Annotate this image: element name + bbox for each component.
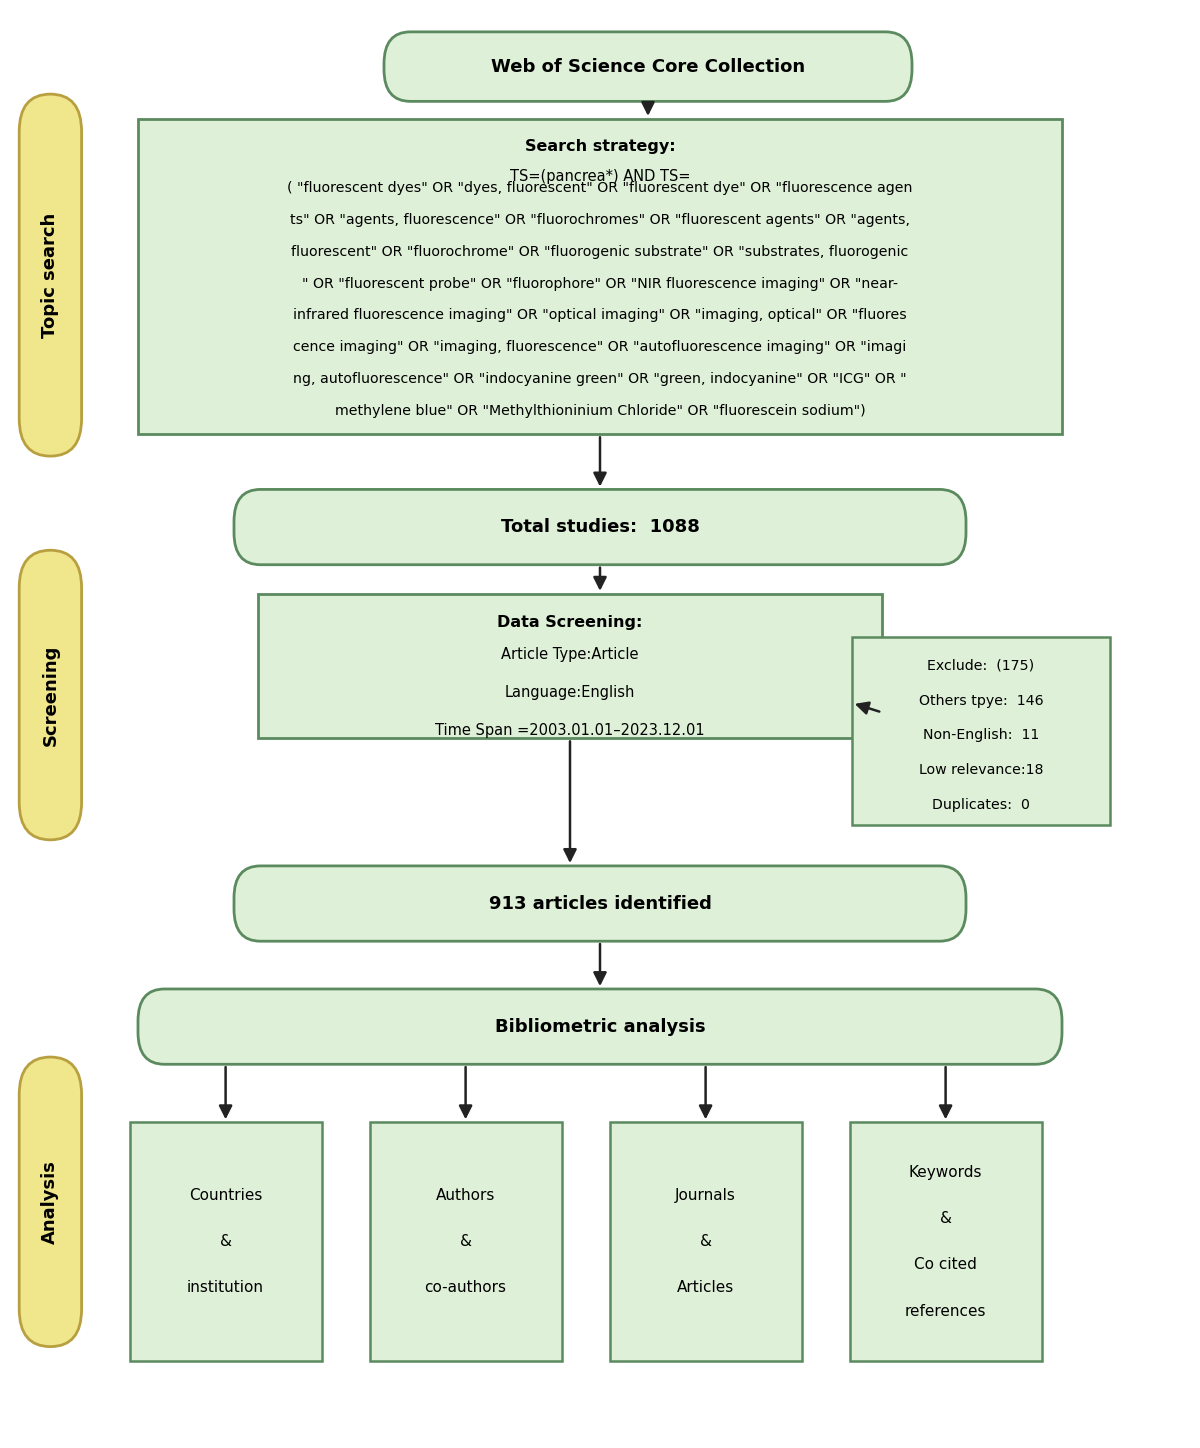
Text: Journals: Journals bbox=[676, 1187, 736, 1203]
Text: fluorescent" OR "fluorochrome" OR "fluorogenic substrate" OR "substrates, fluoro: fluorescent" OR "fluorochrome" OR "fluor… bbox=[292, 245, 908, 259]
Text: Language:English: Language:English bbox=[505, 685, 635, 699]
FancyBboxPatch shape bbox=[384, 32, 912, 101]
Text: 913 articles identified: 913 articles identified bbox=[488, 895, 712, 912]
Text: ts" OR "agents, fluorescence" OR "fluorochromes" OR "fluorescent agents" OR "age: ts" OR "agents, fluorescence" OR "fluoro… bbox=[290, 213, 910, 227]
FancyBboxPatch shape bbox=[610, 1122, 802, 1361]
Text: Articles: Articles bbox=[677, 1280, 734, 1296]
Text: Bibliometric analysis: Bibliometric analysis bbox=[494, 1018, 706, 1035]
Text: co-authors: co-authors bbox=[425, 1280, 506, 1296]
Text: Time Span =2003.01.01–2023.12.01: Time Span =2003.01.01–2023.12.01 bbox=[436, 723, 704, 737]
FancyBboxPatch shape bbox=[19, 1057, 82, 1347]
Text: &: & bbox=[220, 1234, 232, 1250]
FancyBboxPatch shape bbox=[138, 119, 1062, 434]
FancyBboxPatch shape bbox=[130, 1122, 322, 1361]
Text: Non-English:  11: Non-English: 11 bbox=[923, 728, 1039, 743]
Text: ( "fluorescent dyes" OR "dyes, fluorescent" OR "fluorescent dye" OR "fluorescenc: ( "fluorescent dyes" OR "dyes, fluoresce… bbox=[287, 181, 913, 195]
Text: Authors: Authors bbox=[436, 1187, 496, 1203]
FancyBboxPatch shape bbox=[852, 637, 1110, 825]
Text: Data Screening:: Data Screening: bbox=[497, 615, 643, 630]
Text: &: & bbox=[460, 1234, 472, 1250]
Text: cence imaging" OR "imaging, fluorescence" OR "autofluorescence imaging" OR "imag: cence imaging" OR "imaging, fluorescence… bbox=[293, 340, 907, 355]
Text: Duplicates:  0: Duplicates: 0 bbox=[932, 798, 1030, 812]
Text: institution: institution bbox=[187, 1280, 264, 1296]
Text: &: & bbox=[700, 1234, 712, 1250]
Text: &: & bbox=[940, 1211, 952, 1226]
Text: Article Type:Article: Article Type:Article bbox=[502, 647, 638, 662]
Text: Countries: Countries bbox=[188, 1187, 263, 1203]
Text: TS=(pancrea*) AND TS=: TS=(pancrea*) AND TS= bbox=[510, 169, 690, 184]
Text: Web of Science Core Collection: Web of Science Core Collection bbox=[491, 58, 805, 75]
Text: Analysis: Analysis bbox=[42, 1160, 60, 1244]
Text: Co cited: Co cited bbox=[914, 1257, 977, 1273]
FancyBboxPatch shape bbox=[138, 989, 1062, 1064]
Text: Search strategy:: Search strategy: bbox=[524, 139, 676, 153]
FancyBboxPatch shape bbox=[234, 866, 966, 941]
Text: Total studies:  1088: Total studies: 1088 bbox=[500, 518, 700, 536]
FancyBboxPatch shape bbox=[19, 94, 82, 456]
Text: references: references bbox=[905, 1303, 986, 1319]
Text: ng, autofluorescence" OR "indocyanine green" OR "green, indocyanine" OR "ICG" OR: ng, autofluorescence" OR "indocyanine gr… bbox=[293, 372, 907, 387]
Text: Others tpye:  146: Others tpye: 146 bbox=[919, 694, 1043, 708]
FancyBboxPatch shape bbox=[19, 550, 82, 840]
FancyBboxPatch shape bbox=[370, 1122, 562, 1361]
Text: " OR "fluorescent probe" OR "fluorophore" OR "NIR fluorescence imaging" OR "near: " OR "fluorescent probe" OR "fluorophore… bbox=[302, 277, 898, 291]
Text: methylene blue" OR "Methylthioninium Chloride" OR "fluorescein sodium"): methylene blue" OR "Methylthioninium Chl… bbox=[335, 404, 865, 418]
FancyBboxPatch shape bbox=[234, 489, 966, 565]
Text: infrared fluorescence imaging" OR "optical imaging" OR "imaging, optical" OR "fl: infrared fluorescence imaging" OR "optic… bbox=[293, 308, 907, 323]
FancyBboxPatch shape bbox=[850, 1122, 1042, 1361]
Text: Topic search: Topic search bbox=[42, 213, 60, 337]
Text: Screening: Screening bbox=[42, 644, 60, 746]
Text: Keywords: Keywords bbox=[908, 1164, 983, 1180]
Text: Low relevance:18: Low relevance:18 bbox=[919, 763, 1043, 778]
FancyBboxPatch shape bbox=[258, 594, 882, 738]
Text: Exclude:  (175): Exclude: (175) bbox=[928, 659, 1034, 673]
